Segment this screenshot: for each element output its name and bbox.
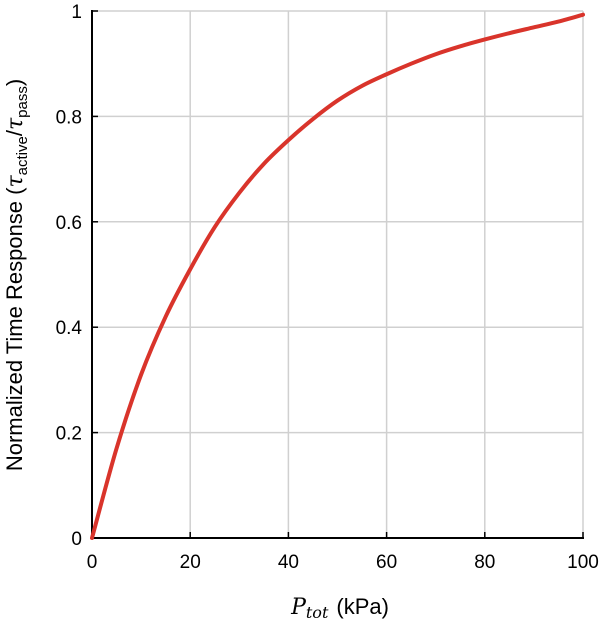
y-tick-label: 0 (71, 529, 82, 550)
y-tick-label: 1 (71, 2, 82, 23)
y-tick-label: 0.8 (56, 107, 82, 128)
series-layer (90, 12, 585, 540)
y-axis-denominator: τ (3, 117, 28, 130)
x-axis-unit: (kPa) (336, 594, 389, 619)
x-axis-symbol: P (290, 595, 307, 620)
x-tick-label: 20 (180, 552, 201, 573)
y-axis-slash: / (2, 129, 27, 136)
y-axis-numerator-sub: active (14, 136, 31, 175)
x-tick-label: 80 (474, 552, 495, 573)
y-axis-close: ) (2, 79, 27, 86)
x-tick-label: 0 (87, 552, 98, 573)
x-tick-label: 100 (567, 552, 599, 573)
y-axis-label-text: Normalized Time Response ( (2, 187, 27, 471)
axes (91, 10, 584, 539)
y-tick-label: 0.6 (56, 213, 82, 234)
y-tick-label: 0.2 (56, 424, 82, 445)
tick-labels: 0 20 40 60 80 100 0 0.2 0.4 0.6 0.8 1 (56, 2, 599, 573)
x-axis-subscript: tot (306, 603, 329, 622)
y-axis-label: Normalized Time Response (τactive/τpass) (2, 79, 31, 471)
x-axis-label: Ptot (kPa) (290, 594, 389, 622)
series-line (90, 12, 585, 540)
grid (92, 10, 584, 538)
y-tick-label: 0.4 (56, 318, 83, 339)
y-axis-denominator-sub: pass (14, 86, 31, 118)
y-axis-numerator: τ (3, 175, 28, 188)
x-tick-label: 60 (376, 552, 397, 573)
x-tick-label: 40 (278, 552, 299, 573)
